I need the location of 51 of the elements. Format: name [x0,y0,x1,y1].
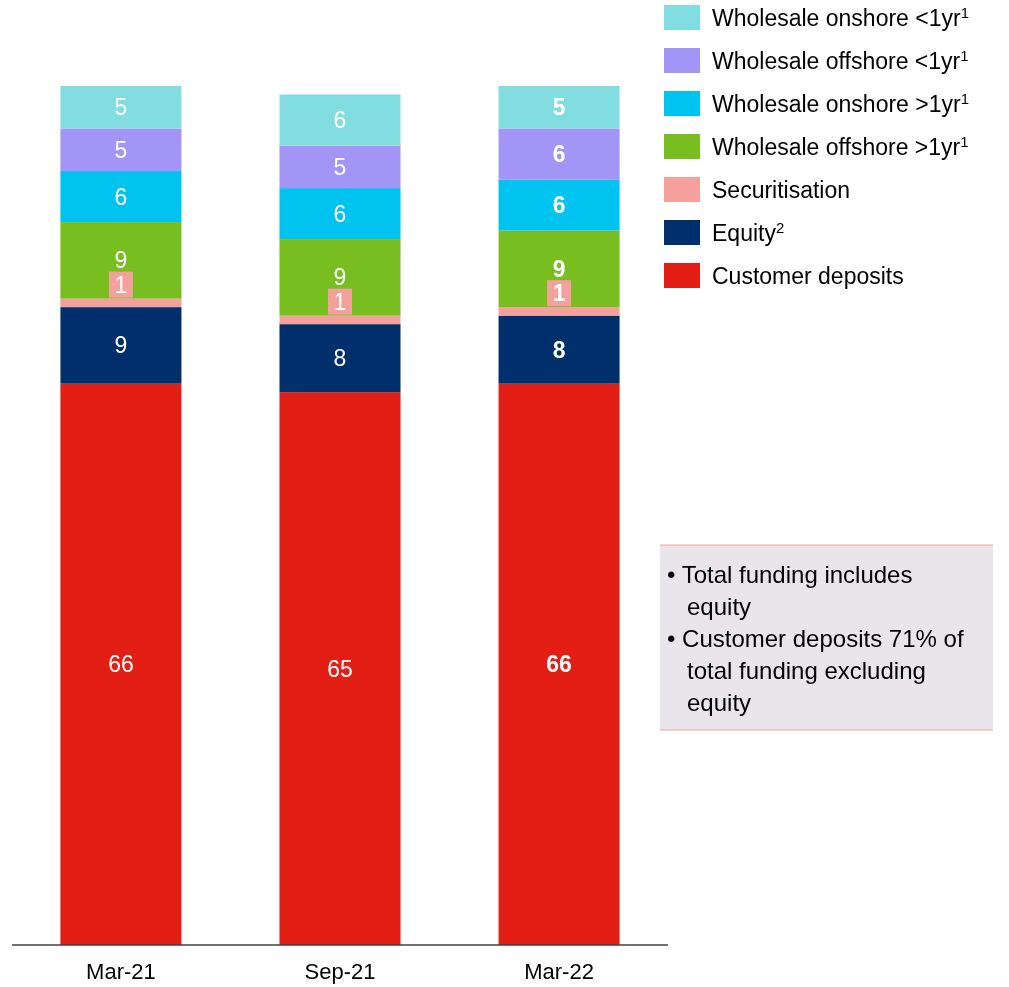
bar [498,179,620,231]
data-label: 5 [552,94,566,121]
data-label: 6 [552,141,566,168]
data-label: 6 [114,183,128,210]
data-label: 8 [552,336,566,363]
bar [498,230,620,308]
data-label: 9 [552,255,566,282]
bar [279,94,401,146]
bar [60,171,182,223]
legend-label: Wholesale onshore >1yr$^{1}$ [712,89,969,118]
data-label: 1 [333,288,347,315]
annotation: • Total funding includes equity [667,561,913,621]
bar [498,383,620,945]
bar [279,145,401,189]
legend-label: Customer deposits [712,263,904,290]
data-label: 5 [114,136,128,163]
data-label: 9 [114,247,128,274]
legend-label: Equity$^{2}$ [712,218,785,247]
data-label: 65 [327,655,353,682]
x-tick-label: Mar-22 [524,959,594,984]
data-label: 6 [552,192,566,219]
legend-label: Wholesale offshore >1yr$^{1}$ [712,132,969,161]
legend-label: Wholesale onshore <1yr$^{1}$ [712,3,969,32]
bar [60,222,182,299]
bar [498,86,620,129]
bar [498,315,620,384]
x-tick-label: Mar-21 [86,959,156,984]
data-label: 5 [114,94,128,121]
data-label: 9 [333,264,347,291]
data-label: 5 [333,153,347,180]
data-label: 66 [546,651,572,678]
data-label: 9 [114,332,128,359]
bar [279,392,401,945]
bar [60,128,182,172]
bar [279,324,401,393]
bar [60,86,182,129]
data-label: 66 [108,651,134,678]
bar [498,128,620,180]
bar [60,383,182,945]
legend-label: Wholesale offshore <1yr$^{1}$ [712,46,969,75]
data-label: 1 [552,280,566,307]
bar [60,307,182,384]
x-tick-label: Sep-21 [304,959,376,984]
data-label: 6 [333,200,347,227]
data-label: 1 [114,271,128,298]
data-label: 6 [333,107,347,134]
bar [279,239,401,316]
legend-label: Securitisation [712,177,851,204]
annotation: • Customer deposits 71% of total funding excluding equity [667,625,964,717]
data-label: 8 [333,345,347,372]
bar [279,188,401,240]
